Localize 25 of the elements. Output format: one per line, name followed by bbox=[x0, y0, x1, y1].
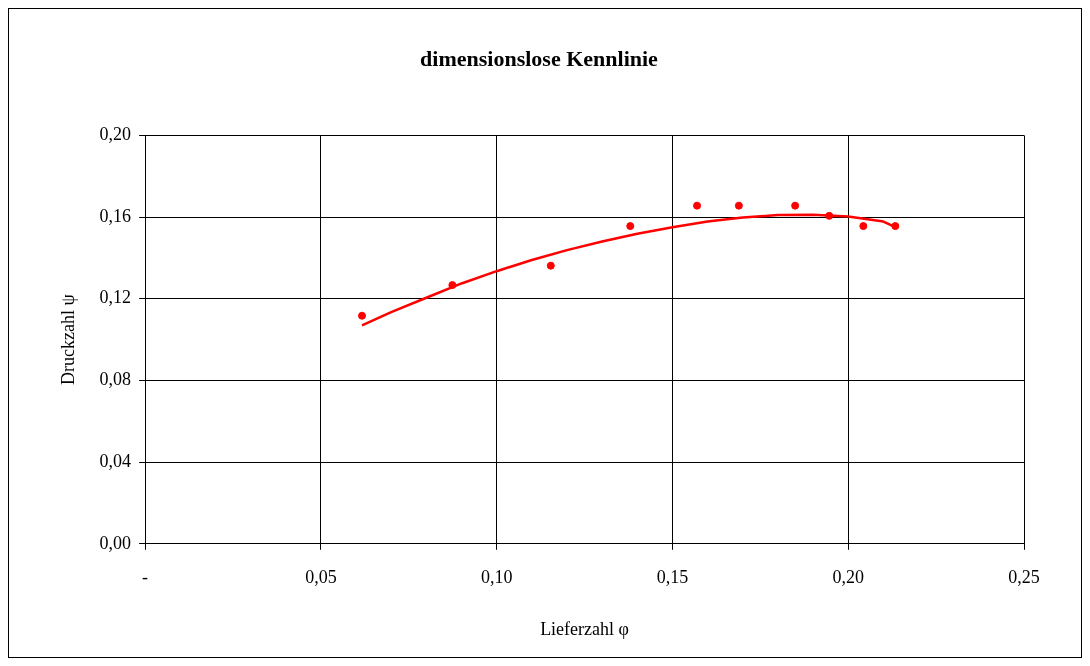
point bbox=[358, 311, 367, 320]
x-tick-label: 0,05 bbox=[305, 567, 337, 588]
point bbox=[859, 222, 868, 231]
x-tick-label: 0,10 bbox=[480, 567, 513, 588]
point bbox=[693, 201, 702, 210]
x-tick-label: 0,20 bbox=[832, 567, 864, 588]
point bbox=[891, 222, 900, 231]
point bbox=[626, 222, 635, 231]
y-tick-label: 0,16 bbox=[99, 205, 132, 226]
point bbox=[791, 201, 800, 210]
y-tick-label: 0,04 bbox=[99, 450, 132, 471]
y-axis-title: Druckzahl ψ bbox=[57, 293, 78, 385]
y-tick-label: 0,08 bbox=[99, 369, 132, 390]
point bbox=[734, 201, 743, 210]
x-tick-label: 0,15 bbox=[656, 567, 689, 588]
chart-title: dimensionslose Kennlinie bbox=[420, 45, 659, 71]
x-tick-label: 0,25 bbox=[1008, 567, 1040, 588]
x-axis-title: Lieferzahl φ bbox=[540, 618, 629, 639]
y-tick-label: 0,20 bbox=[99, 124, 132, 145]
y-tick-label: 0,00 bbox=[99, 532, 132, 553]
y-tick-label: 0,12 bbox=[99, 287, 132, 308]
point bbox=[825, 211, 834, 220]
point bbox=[448, 281, 457, 290]
x-tick-label: - bbox=[142, 567, 149, 588]
point bbox=[546, 261, 555, 270]
